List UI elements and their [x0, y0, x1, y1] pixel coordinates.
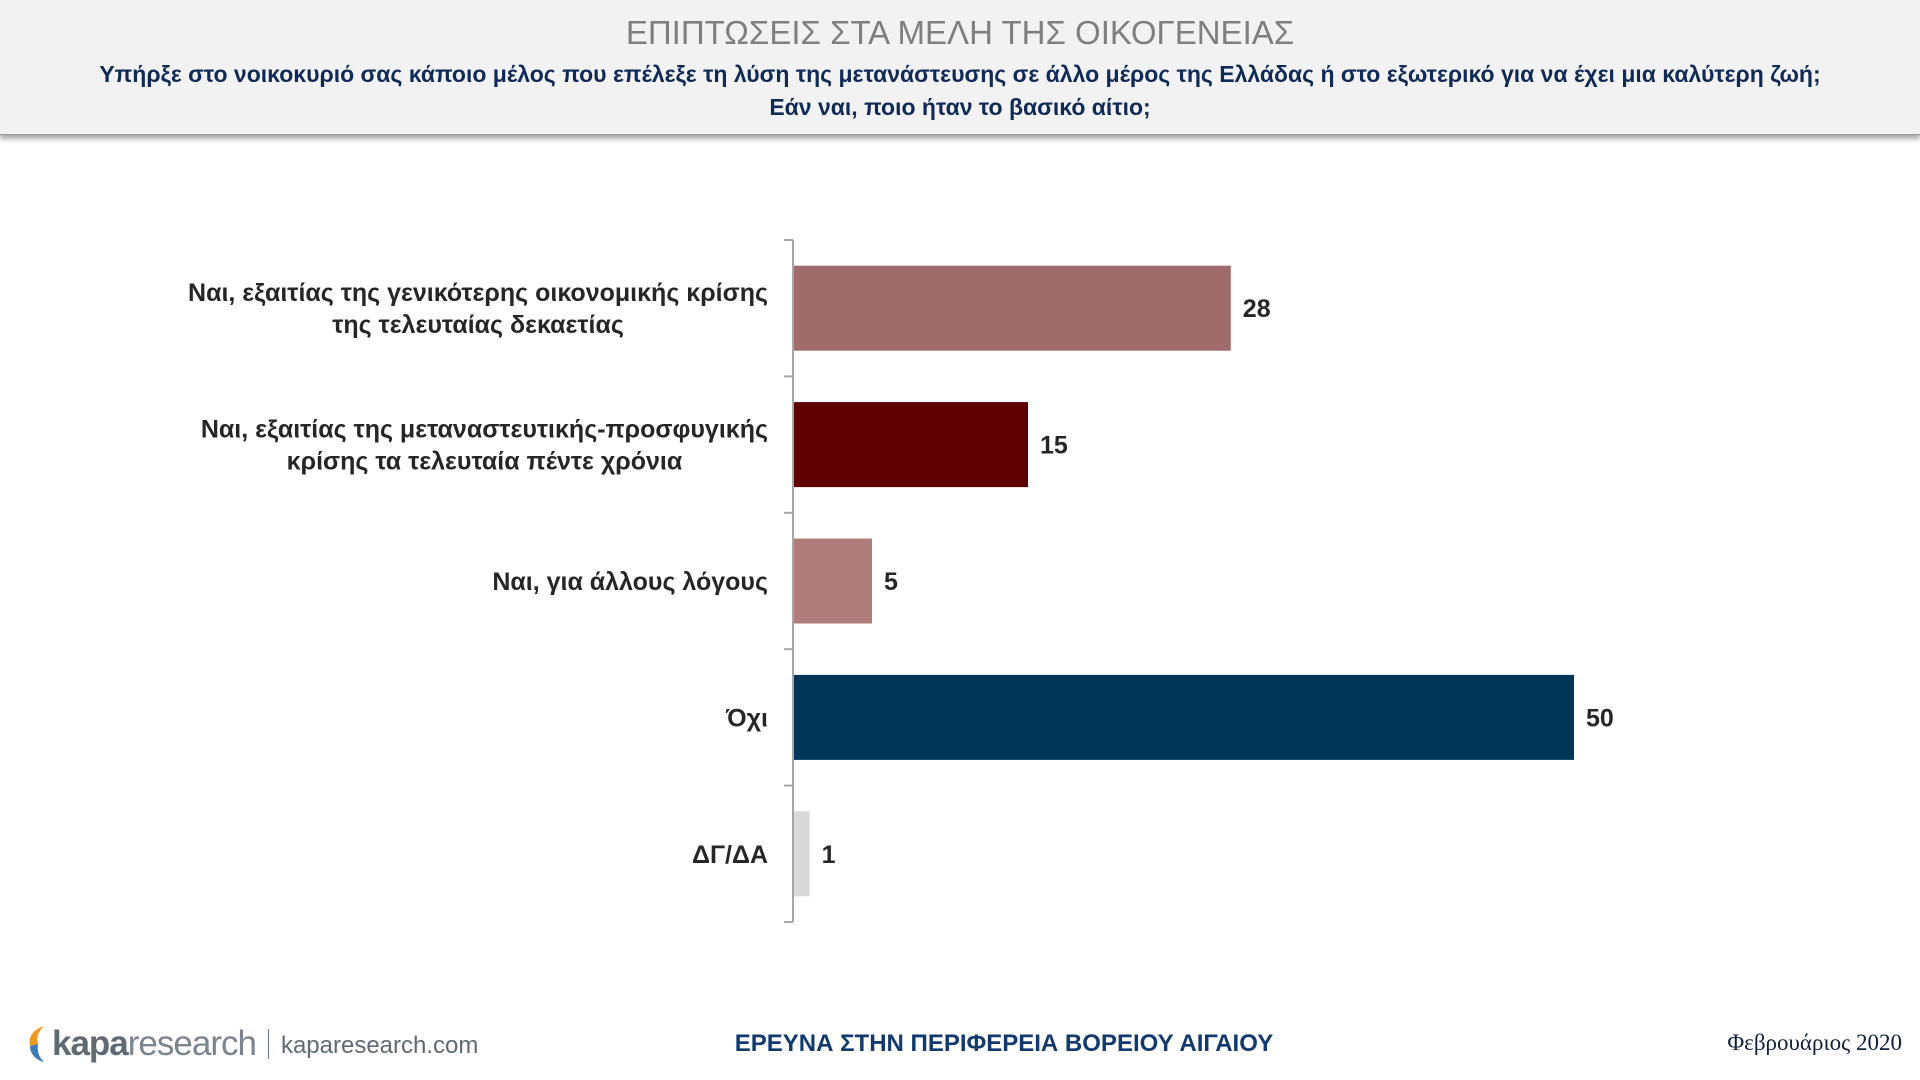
page-title: ΕΠΙΠΤΩΣΕΙΣ ΣΤΑ ΜΕΛΗ ΤΗΣ ΟΙΚΟΓΕΝΕΙΑΣ: [625, 14, 1295, 51]
category-label: Όχι: [725, 704, 768, 732]
question-line-1: Υπήρξε στο νοικοκυριό σας κάποιο μέλος π…: [99, 61, 1821, 87]
bar-chart: 28 Ναι, εξαιτίας της γενικότερης οικονομι…: [188, 239, 1614, 923]
logo-url: kaparesearch.com: [280, 1032, 479, 1059]
bar-value-label: 1: [822, 841, 836, 869]
header-banner: ΕΠΙΠΤΩΣΕΙΣ ΣΤΑ ΜΕΛΗ ΤΗΣ ΟΙΚΟΓΕΝΕΙΑΣ Υπήρ…: [0, 0, 1920, 135]
logo-kapa-text: kapa: [52, 1024, 129, 1063]
bar: [794, 811, 810, 897]
kapa-research-logo: kapa research kaparesearch.com: [24, 1022, 478, 1066]
category-label: κρίσης τα τελευταία πέντε χρόνια: [287, 448, 683, 476]
bar: [794, 538, 872, 624]
bar: [794, 674, 1574, 760]
bar: [794, 265, 1231, 351]
category-label: Ναι, για άλλους λόγους: [492, 568, 768, 596]
survey-date: Φεβρουάριος 2020: [1727, 1030, 1902, 1055]
bar-value-label: 50: [1586, 704, 1614, 732]
bar: [794, 402, 1028, 488]
category-label: Ναι, εξαιτίας της γενικότερης οικονομική…: [188, 279, 768, 307]
question-line-2: Εάν ναι, ποιο ήταν το βασικό αίτιο;: [769, 94, 1151, 120]
logo-research-text: research: [127, 1024, 257, 1063]
question-text: Υπήρξε στο νοικοκυριό σας κάποιο μέλος π…: [40, 58, 1880, 124]
category-label: Ναι, εξαιτίας της μεταναστευτικής-προσφυ…: [201, 416, 768, 444]
survey-caption: ΕΡΕΥΝΑ ΣΤΗΝ ΠΕΡΙΦΕΡΕΙΑ ΒΟΡΕΙΟΥ ΑΙΓΑΙΟΥ: [734, 1030, 1274, 1057]
bar-value-label: 5: [884, 568, 898, 596]
bar-value-label: 15: [1040, 432, 1068, 460]
bar-value-label: 28: [1243, 295, 1271, 323]
category-label: ΔΓ/ΔΑ: [692, 841, 768, 869]
category-label: της τελευταίας δεκαετίας: [332, 311, 624, 339]
logo-divider: [267, 1029, 269, 1059]
kapa-logo-icon: [29, 1026, 44, 1062]
